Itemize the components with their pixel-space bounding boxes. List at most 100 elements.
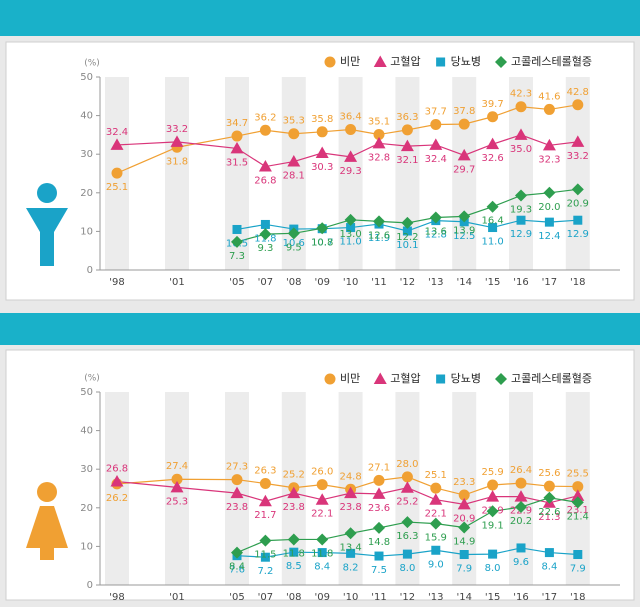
marker	[401, 124, 413, 136]
x-tick-label: '10	[343, 592, 358, 603]
marker	[170, 135, 184, 147]
y-tick-label: 30	[80, 149, 93, 160]
value-label: 26.2	[106, 493, 128, 504]
marker	[401, 516, 414, 529]
value-label: 25.6	[538, 468, 560, 479]
x-tick-label: '05	[229, 592, 244, 603]
marker	[543, 491, 556, 504]
value-label: 9.3	[257, 243, 273, 254]
value-label: 32.6	[481, 153, 503, 164]
x-tick-label: '10	[343, 277, 358, 288]
marker	[373, 521, 385, 534]
value-label: 36.2	[254, 112, 276, 123]
marker	[401, 216, 414, 229]
y-tick-label: 0	[87, 580, 93, 591]
marker	[436, 374, 446, 384]
marker	[573, 215, 583, 225]
marker	[495, 373, 507, 385]
marker	[430, 482, 442, 494]
value-label: 8.4	[541, 562, 557, 573]
marker	[571, 496, 584, 509]
value-label: 35.3	[283, 116, 305, 127]
marker	[288, 128, 300, 140]
marker	[316, 479, 328, 491]
marker	[402, 549, 412, 559]
value-label: 16.4	[481, 216, 503, 227]
value-label: 25.2	[283, 470, 305, 481]
value-label: 10.7	[311, 238, 333, 249]
value-label: 32.4	[425, 154, 447, 165]
value-label: 21.3	[538, 512, 560, 523]
column-stripe	[395, 77, 420, 270]
marker	[287, 155, 301, 167]
x-tick-label: '14	[456, 277, 471, 288]
value-label: 12.4	[538, 231, 560, 242]
marker	[486, 137, 500, 150]
marker	[287, 533, 300, 546]
marker	[429, 138, 443, 150]
marker	[345, 123, 357, 135]
x-tick-label: '18	[570, 277, 585, 288]
marker	[458, 118, 470, 130]
marker	[259, 477, 271, 489]
value-label: 26.0	[311, 467, 333, 478]
marker	[543, 480, 555, 492]
value-label: 7.5	[371, 565, 387, 576]
marker	[110, 475, 124, 487]
y-tick-label: 30	[80, 464, 93, 475]
value-label: 28.0	[396, 459, 418, 470]
marker	[289, 547, 299, 557]
marker	[346, 548, 356, 558]
y-tick-label: 40	[80, 111, 93, 122]
header-band	[0, 0, 640, 36]
marker	[373, 215, 385, 228]
value-label: 35.8	[311, 114, 333, 125]
marker	[315, 493, 329, 505]
value-label: 8.4	[229, 562, 245, 573]
marker	[402, 226, 412, 236]
legend-label: 비만	[340, 55, 360, 68]
legend-label: 고콜레스테롤혈증	[511, 371, 592, 385]
value-label: 28.1	[283, 171, 305, 182]
value-label: 33.2	[166, 124, 188, 135]
marker	[231, 474, 243, 486]
marker	[515, 501, 527, 514]
value-label: 36.3	[396, 112, 418, 123]
value-label: 27.1	[368, 462, 390, 473]
marker	[111, 167, 123, 179]
x-tick-label: '09	[314, 592, 329, 603]
value-label: 25.1	[425, 470, 447, 481]
value-label: 9.6	[513, 557, 529, 568]
value-label: 32.1	[396, 155, 418, 166]
marker	[488, 223, 498, 233]
value-label: 26.8	[106, 464, 128, 475]
value-label: 14.8	[368, 537, 390, 548]
marker	[515, 101, 527, 113]
value-label: 39.7	[481, 99, 503, 110]
value-label: 11.8	[283, 548, 305, 559]
value-label: 8.0	[399, 563, 415, 574]
value-label: 22.6	[538, 507, 560, 518]
value-label: 11.0	[481, 237, 503, 248]
marker	[487, 111, 499, 123]
value-label: 7.9	[570, 564, 586, 575]
y-tick-label: 10	[80, 541, 93, 552]
value-label: 36.4	[339, 111, 361, 122]
value-label: 42.8	[567, 87, 589, 98]
value-label: 34.7	[226, 118, 248, 129]
marker	[542, 138, 556, 151]
marker	[346, 223, 356, 233]
marker	[230, 141, 244, 154]
value-label: 21.4	[567, 511, 589, 522]
x-tick-label: '17	[542, 592, 557, 603]
y-tick-label: 50	[80, 387, 93, 398]
value-label: 10.8	[311, 237, 333, 248]
marker	[258, 160, 272, 172]
marker	[232, 224, 242, 234]
marker	[373, 129, 385, 141]
marker	[170, 480, 184, 493]
marker	[572, 99, 584, 111]
marker	[374, 551, 384, 561]
value-label: 25.1	[106, 182, 128, 193]
column-stripe	[452, 77, 477, 270]
